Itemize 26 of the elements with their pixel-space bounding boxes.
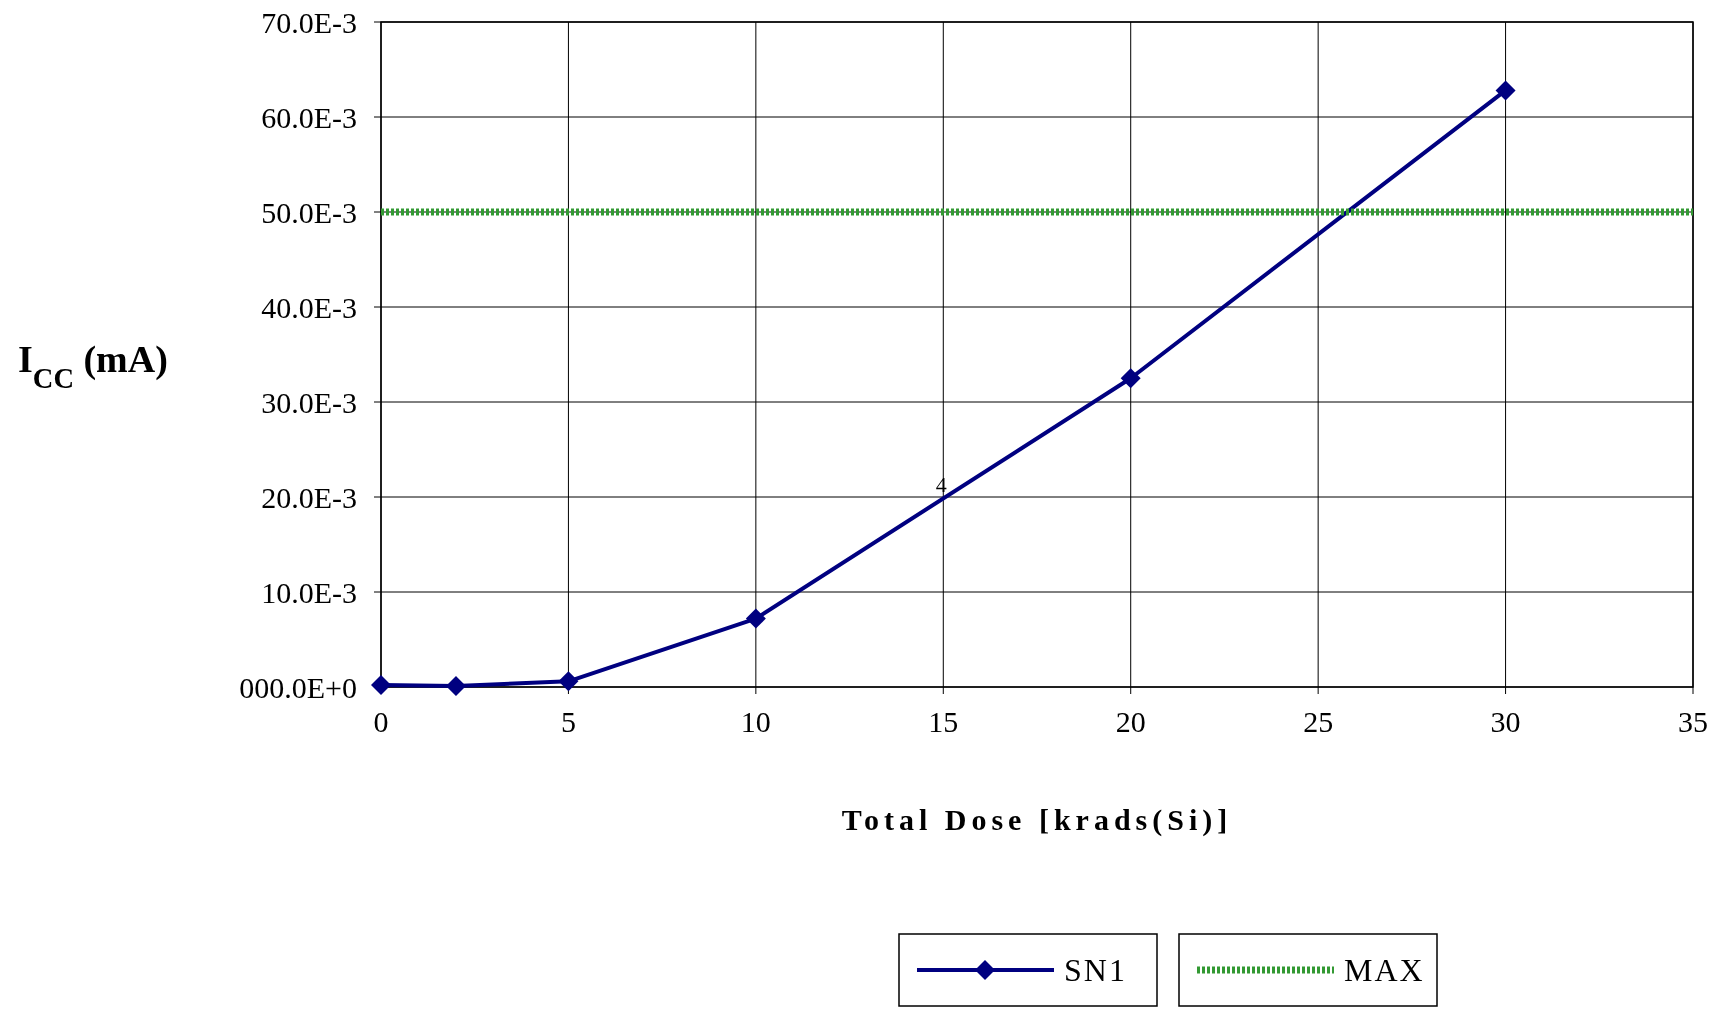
x-tick-label: 30 bbox=[1490, 705, 1521, 738]
point bbox=[558, 671, 579, 692]
point bbox=[371, 675, 391, 696]
point bbox=[445, 676, 466, 697]
x-tick-label: 35 bbox=[1678, 705, 1708, 738]
x-tick-label: 5 bbox=[560, 705, 576, 738]
y-tick-label: 40.0E-3 bbox=[261, 290, 357, 324]
y-axis-title: I$_{CC}$ (mA) bbox=[18, 338, 168, 394]
y-tick-label: 50.0E-3 bbox=[261, 195, 357, 229]
legend-label: MAX bbox=[1344, 952, 1425, 989]
point bbox=[1495, 80, 1516, 101]
x-tick-label: 10 bbox=[740, 705, 771, 738]
point bbox=[745, 608, 766, 629]
legend-label: SN1 bbox=[1064, 952, 1127, 989]
y-tick-label: 70.0E-3 bbox=[261, 5, 357, 39]
y-tick-label: 20.0E-3 bbox=[261, 480, 357, 514]
y-tick-label: 000.0E+0 bbox=[239, 670, 357, 704]
point bbox=[1120, 368, 1141, 389]
y-tick-label: 30.0E-3 bbox=[261, 385, 357, 419]
y-tick-label: 60.0E-3 bbox=[261, 100, 357, 134]
x-tick-label: 20 bbox=[1115, 705, 1146, 738]
y-tick-label: 10.0E-3 bbox=[261, 575, 357, 609]
x-tick-label: 15 bbox=[928, 705, 959, 738]
x-tick-label: 25 bbox=[1303, 705, 1334, 738]
x-tick-label: 0 bbox=[373, 705, 389, 738]
x-axis-title: Total Dose [krads(Si)] bbox=[841, 803, 1233, 837]
